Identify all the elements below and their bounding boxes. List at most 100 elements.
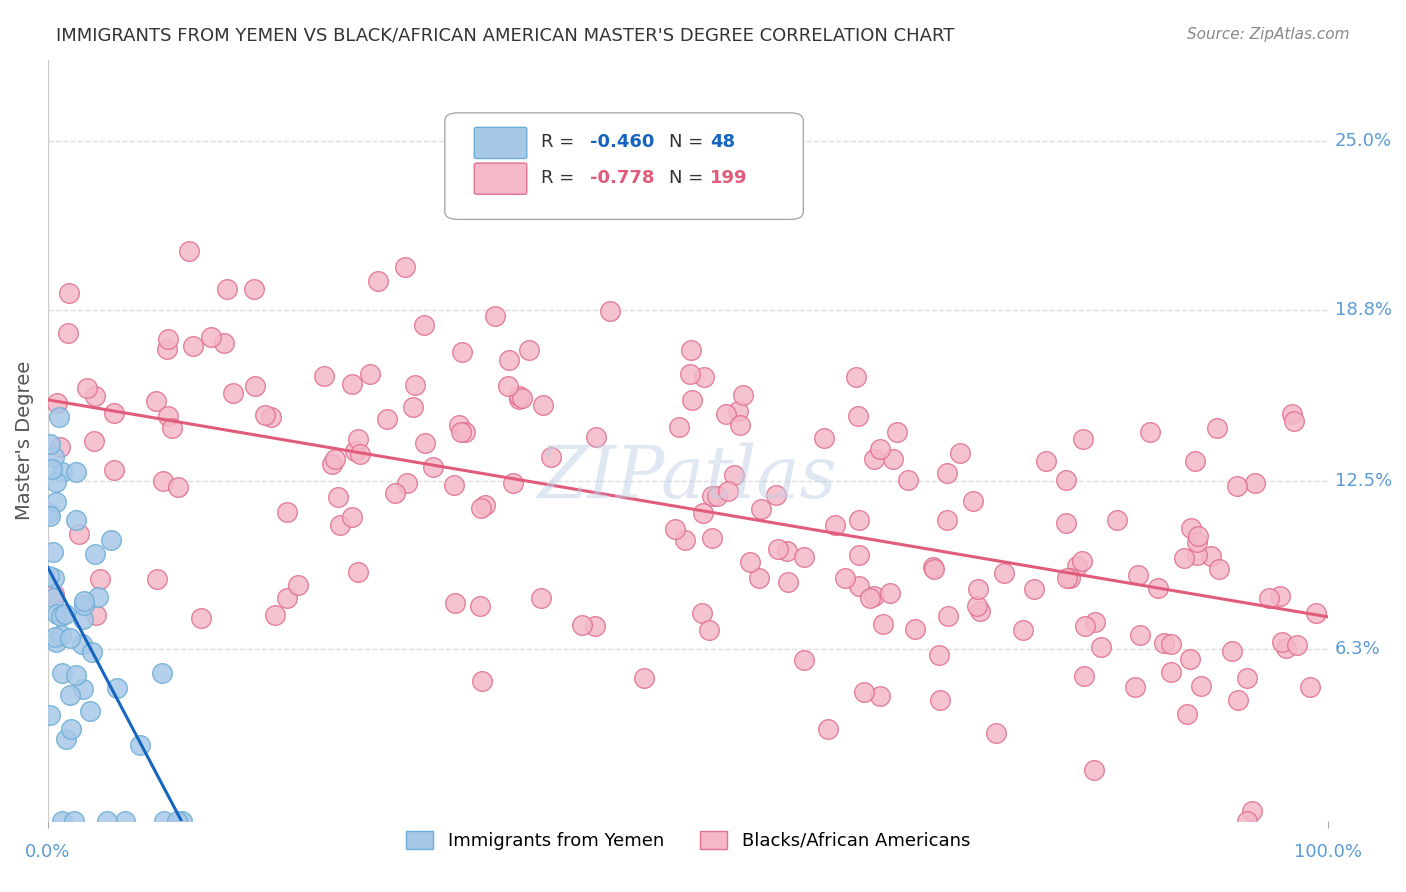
Point [48, 440, 70, 454]
Point [1236, 671, 1258, 685]
Point [73, 599, 96, 613]
Point [853, 685, 876, 699]
Point [377, 412, 399, 426]
Point [717, 483, 740, 498]
Point [673, 533, 696, 548]
Point [162, 421, 184, 435]
Point [921, 560, 943, 574]
Point [599, 304, 621, 318]
Point [413, 436, 436, 450]
Point [1178, 651, 1201, 665]
Point [1189, 679, 1212, 693]
Point [450, 425, 472, 439]
Point [1066, 558, 1088, 573]
Point [56, 326, 79, 340]
Point [969, 604, 991, 618]
Point [49, 609, 72, 624]
Point [72, 681, 94, 696]
Point [1220, 644, 1243, 658]
Point [728, 417, 751, 432]
Point [76, 381, 98, 395]
Point [886, 425, 908, 440]
Point [817, 722, 839, 736]
Point [470, 500, 492, 515]
Point [73, 594, 96, 608]
Point [690, 606, 713, 620]
Legend: Immigrants from Yemen, Blacks/African Americans: Immigrants from Yemen, Blacks/African Am… [399, 823, 977, 857]
Point [260, 410, 283, 425]
Point [1199, 549, 1222, 563]
Point [38, 437, 60, 451]
Point [530, 591, 553, 605]
Point [793, 653, 815, 667]
Point [727, 404, 749, 418]
Point [217, 282, 239, 296]
Point [67, 527, 90, 541]
Point [1123, 681, 1146, 695]
Point [58, 285, 80, 300]
Point [470, 599, 492, 613]
Point [966, 582, 988, 596]
Point [936, 513, 959, 527]
Point [65, 465, 87, 479]
Point [314, 369, 336, 384]
Point [346, 432, 368, 446]
Point [82, 645, 104, 659]
Point [447, 418, 470, 433]
Point [51, 465, 73, 479]
Point [326, 490, 349, 504]
Point [700, 489, 723, 503]
Point [1083, 763, 1105, 777]
Point [55, 732, 77, 747]
Point [1129, 628, 1152, 642]
Text: R =: R = [541, 169, 579, 186]
Text: 100.0%: 100.0% [1295, 843, 1362, 862]
Point [1187, 529, 1209, 543]
Point [45, 396, 67, 410]
Point [1208, 562, 1230, 576]
Point [172, 814, 194, 828]
Point [84, 389, 107, 403]
Point [936, 608, 959, 623]
Point [44, 587, 66, 601]
Point [72, 637, 94, 651]
Point [1035, 454, 1057, 468]
Point [394, 260, 416, 274]
Point [1107, 513, 1129, 527]
Point [45, 635, 67, 649]
Point [46, 607, 69, 621]
Point [1225, 479, 1247, 493]
Text: N =: N = [669, 169, 709, 186]
Text: 0.0%: 0.0% [25, 843, 70, 862]
Point [1177, 707, 1199, 722]
Point [79, 705, 101, 719]
Point [1160, 637, 1182, 651]
Point [45, 495, 67, 509]
Point [775, 544, 797, 558]
Point [1012, 623, 1035, 637]
Point [1281, 407, 1303, 421]
Text: Source: ZipAtlas.com: Source: ZipAtlas.com [1187, 27, 1350, 42]
Point [813, 431, 835, 445]
Point [44, 591, 66, 606]
Point [585, 430, 607, 444]
Point [156, 409, 179, 423]
Point [872, 616, 894, 631]
Point [1056, 571, 1078, 585]
Point [498, 353, 520, 368]
Point [444, 596, 467, 610]
Point [44, 630, 66, 644]
Point [44, 571, 66, 585]
Point [1282, 414, 1305, 428]
Point [1180, 521, 1202, 535]
Point [42, 450, 65, 465]
Point [848, 513, 870, 527]
Point [863, 452, 886, 467]
Point [748, 571, 770, 585]
Point [103, 405, 125, 419]
Point [749, 502, 772, 516]
Point [993, 566, 1015, 581]
Point [45, 475, 67, 490]
Point [59, 689, 82, 703]
Point [540, 450, 562, 464]
